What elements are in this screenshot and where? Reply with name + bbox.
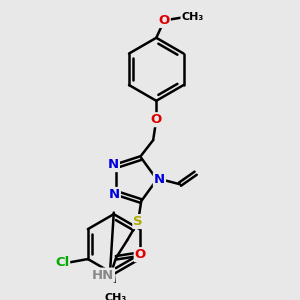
Text: O: O: [151, 113, 162, 126]
Text: CH₃: CH₃: [104, 292, 127, 300]
Text: CH₃: CH₃: [182, 12, 204, 22]
Text: O: O: [158, 14, 170, 27]
Text: N: N: [154, 173, 165, 186]
Text: N: N: [109, 188, 120, 201]
Text: Cl: Cl: [55, 256, 69, 269]
Text: HN: HN: [92, 268, 114, 282]
Text: S: S: [133, 215, 143, 228]
Text: N: N: [108, 158, 119, 171]
Text: O: O: [135, 248, 146, 261]
